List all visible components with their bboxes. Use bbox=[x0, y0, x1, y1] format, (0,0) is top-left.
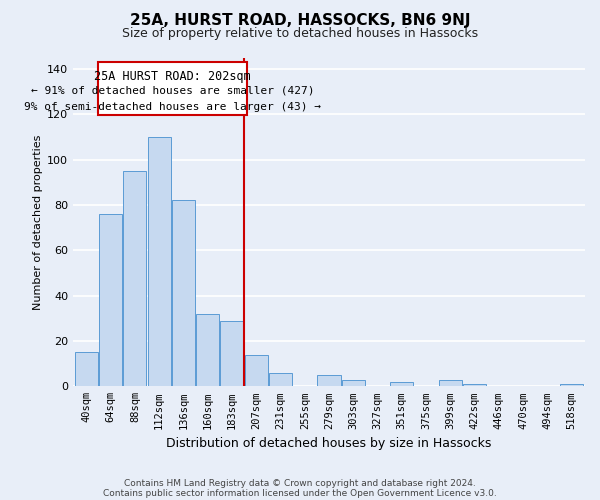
Bar bbox=[317, 375, 341, 386]
Bar bbox=[148, 137, 170, 386]
FancyBboxPatch shape bbox=[98, 62, 247, 116]
Bar bbox=[172, 200, 195, 386]
Bar bbox=[220, 320, 244, 386]
Bar bbox=[390, 382, 413, 386]
Bar bbox=[245, 354, 268, 386]
Text: 9% of semi-detached houses are larger (43) →: 9% of semi-detached houses are larger (4… bbox=[24, 102, 321, 112]
Bar bbox=[560, 384, 583, 386]
Text: Contains public sector information licensed under the Open Government Licence v3: Contains public sector information licen… bbox=[103, 488, 497, 498]
Bar bbox=[269, 372, 292, 386]
Bar bbox=[463, 384, 486, 386]
Bar bbox=[439, 380, 462, 386]
Y-axis label: Number of detached properties: Number of detached properties bbox=[33, 134, 43, 310]
Text: Size of property relative to detached houses in Hassocks: Size of property relative to detached ho… bbox=[122, 28, 478, 40]
Text: 25A HURST ROAD: 202sqm: 25A HURST ROAD: 202sqm bbox=[94, 70, 251, 83]
Bar bbox=[342, 380, 365, 386]
X-axis label: Distribution of detached houses by size in Hassocks: Distribution of detached houses by size … bbox=[166, 437, 492, 450]
Bar bbox=[196, 314, 219, 386]
Bar bbox=[75, 352, 98, 386]
Bar bbox=[99, 214, 122, 386]
Text: 25A, HURST ROAD, HASSOCKS, BN6 9NJ: 25A, HURST ROAD, HASSOCKS, BN6 9NJ bbox=[130, 12, 470, 28]
Bar bbox=[124, 171, 146, 386]
Text: ← 91% of detached houses are smaller (427): ← 91% of detached houses are smaller (42… bbox=[31, 86, 314, 96]
Text: Contains HM Land Registry data © Crown copyright and database right 2024.: Contains HM Land Registry data © Crown c… bbox=[124, 478, 476, 488]
